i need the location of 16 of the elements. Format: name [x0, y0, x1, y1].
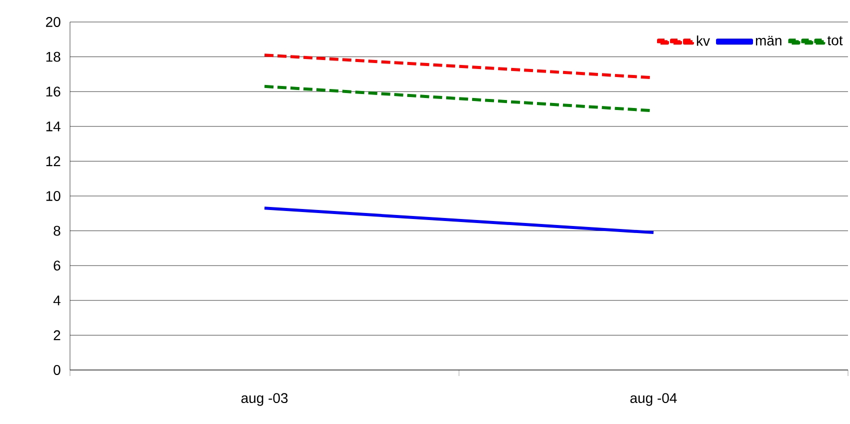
- y-tick-label: 16: [46, 86, 60, 97]
- legend-label: kv: [696, 36, 710, 46]
- y-tick-label: 8: [54, 226, 60, 236]
- y-tick-label: 4: [53, 296, 60, 306]
- legend-label: tot: [827, 36, 843, 46]
- y-tick-label: 2: [54, 330, 60, 340]
- x-tick-label: aug -04: [630, 393, 677, 406]
- y-tick-label: 0: [54, 365, 60, 375]
- x-tick-label: aug -03: [241, 393, 288, 406]
- y-tick-label: 10: [46, 191, 60, 201]
- y-tick-label: 6: [54, 260, 60, 271]
- legend-label: män: [756, 36, 782, 46]
- y-tick-label: 14: [46, 122, 60, 132]
- y-tick-label: 20: [46, 17, 60, 27]
- y-tick-label: 18: [46, 52, 60, 62]
- y-tick-label: 12: [46, 156, 60, 166]
